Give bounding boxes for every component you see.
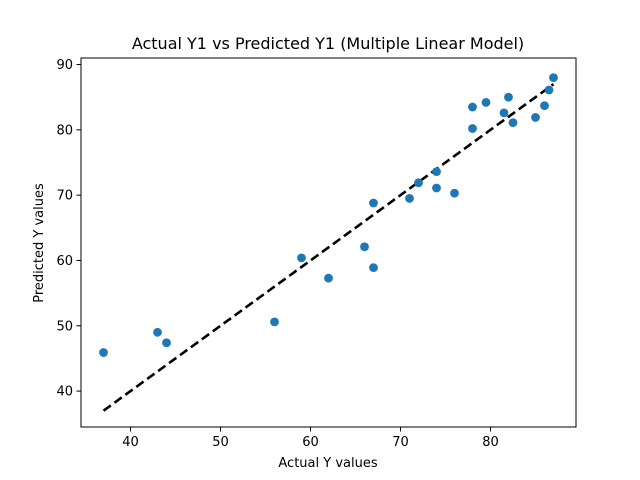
data-point [153, 327, 162, 337]
data-point [360, 242, 369, 252]
data-point [432, 167, 441, 177]
data-point [504, 92, 513, 102]
data-point [324, 273, 333, 283]
plot-area: 40 50 60 70 80 40 50 60 70 80 90 [56, 57, 577, 450]
data-point [162, 338, 171, 348]
data-point [499, 108, 509, 118]
data-point [540, 101, 549, 111]
data-point [414, 178, 423, 188]
y-tick-label: 50 [56, 319, 73, 334]
y-tick-label: 80 [56, 123, 73, 138]
data-point [405, 194, 414, 203]
data-point [432, 183, 441, 193]
data-point [468, 124, 477, 133]
data-point [450, 188, 459, 198]
data-point [531, 113, 540, 122]
x-tick-label: 60 [302, 435, 319, 450]
data-point [369, 198, 378, 208]
axes-frame [80, 57, 577, 428]
reference-line [102, 83, 555, 412]
data-point [481, 98, 491, 107]
data-point [99, 348, 108, 357]
data-point [468, 102, 477, 112]
data-point [508, 118, 518, 128]
x-tick-label: 80 [482, 435, 499, 450]
data-point [549, 73, 558, 82]
data-point [544, 85, 554, 95]
x-tick-label: 70 [392, 435, 409, 450]
y-tick-label: 70 [56, 189, 73, 204]
y-axis-title: Predicted Y values [32, 183, 47, 303]
x-tick-label: 50 [212, 435, 229, 450]
y-tick-label: 40 [56, 385, 73, 400]
x-tick-label: 40 [122, 435, 139, 450]
y-tick-label: 60 [56, 254, 73, 269]
data-point [270, 317, 279, 327]
chart-title: Actual Y1 vs Predicted Y1 (Multiple Line… [132, 34, 524, 53]
data-point [369, 263, 378, 273]
data-point [297, 253, 306, 263]
x-axis-title: Actual Y values [278, 456, 377, 471]
y-tick-label: 90 [56, 58, 73, 73]
